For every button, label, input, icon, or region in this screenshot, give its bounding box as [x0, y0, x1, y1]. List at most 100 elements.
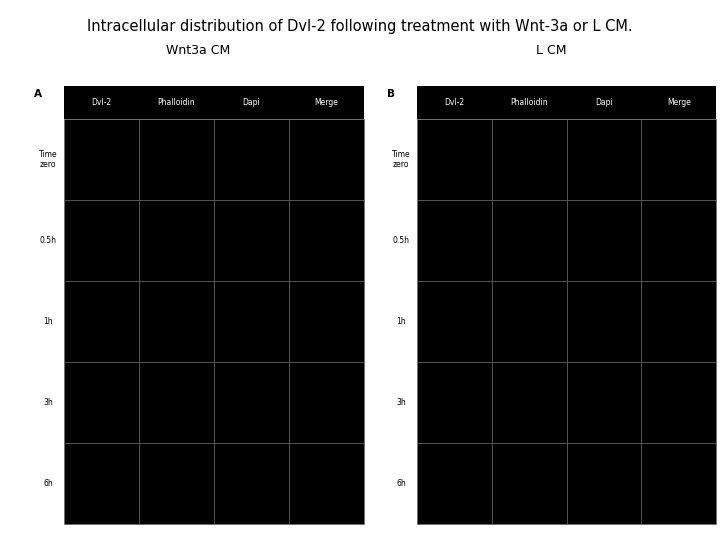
Ellipse shape — [454, 237, 459, 243]
Text: Dvl-2: Dvl-2 — [91, 98, 112, 107]
Ellipse shape — [228, 302, 269, 341]
Ellipse shape — [161, 232, 179, 258]
Ellipse shape — [260, 224, 271, 234]
Ellipse shape — [246, 161, 255, 170]
Ellipse shape — [676, 226, 683, 233]
Ellipse shape — [580, 299, 621, 339]
Ellipse shape — [580, 230, 590, 241]
Ellipse shape — [105, 248, 111, 254]
Ellipse shape — [585, 305, 615, 333]
Ellipse shape — [582, 472, 604, 494]
Ellipse shape — [590, 309, 611, 329]
Ellipse shape — [654, 389, 694, 423]
Ellipse shape — [101, 388, 109, 393]
Ellipse shape — [658, 303, 696, 343]
Text: Time
zero: Time zero — [392, 150, 410, 170]
Text: Dapi: Dapi — [243, 98, 260, 107]
Ellipse shape — [690, 227, 701, 238]
Text: L CM: L CM — [536, 44, 566, 57]
Ellipse shape — [315, 246, 336, 267]
Ellipse shape — [659, 461, 685, 512]
Ellipse shape — [318, 395, 345, 421]
Ellipse shape — [530, 461, 546, 497]
Ellipse shape — [300, 382, 335, 413]
Ellipse shape — [683, 474, 693, 484]
Ellipse shape — [321, 145, 341, 164]
Ellipse shape — [517, 231, 536, 256]
Ellipse shape — [304, 297, 342, 337]
Ellipse shape — [514, 459, 544, 508]
Ellipse shape — [651, 224, 673, 245]
Ellipse shape — [246, 395, 265, 413]
Ellipse shape — [330, 477, 346, 492]
Ellipse shape — [426, 401, 440, 409]
Ellipse shape — [333, 479, 344, 490]
Text: Time
zero: Time zero — [39, 150, 58, 170]
Ellipse shape — [150, 303, 188, 343]
Ellipse shape — [300, 386, 341, 420]
Ellipse shape — [680, 228, 688, 235]
Circle shape — [664, 150, 675, 161]
Ellipse shape — [254, 219, 276, 240]
Ellipse shape — [226, 230, 237, 240]
Ellipse shape — [593, 312, 607, 326]
Ellipse shape — [318, 234, 331, 252]
Text: 3h: 3h — [396, 398, 406, 407]
Ellipse shape — [301, 231, 316, 246]
Ellipse shape — [324, 316, 338, 330]
Text: Dvl-2: Dvl-2 — [444, 98, 464, 107]
Ellipse shape — [328, 474, 349, 495]
Ellipse shape — [78, 297, 115, 335]
Ellipse shape — [585, 475, 601, 490]
Ellipse shape — [665, 404, 674, 410]
Ellipse shape — [588, 477, 598, 488]
Ellipse shape — [310, 304, 352, 343]
Ellipse shape — [156, 386, 186, 410]
Ellipse shape — [222, 464, 253, 494]
Ellipse shape — [326, 214, 357, 244]
Text: Dapi: Dapi — [595, 98, 613, 107]
Ellipse shape — [655, 399, 660, 411]
Ellipse shape — [675, 156, 685, 165]
Ellipse shape — [657, 481, 668, 491]
Ellipse shape — [657, 308, 683, 334]
Ellipse shape — [444, 234, 452, 240]
Ellipse shape — [611, 219, 632, 240]
Ellipse shape — [258, 222, 273, 237]
Ellipse shape — [680, 471, 696, 486]
Ellipse shape — [305, 244, 312, 250]
Ellipse shape — [310, 242, 341, 271]
Ellipse shape — [305, 481, 321, 495]
Ellipse shape — [654, 227, 670, 241]
Text: 3h: 3h — [43, 398, 53, 407]
Ellipse shape — [232, 474, 243, 484]
Ellipse shape — [243, 245, 258, 260]
Ellipse shape — [239, 242, 261, 263]
Ellipse shape — [244, 159, 257, 172]
Ellipse shape — [665, 380, 702, 415]
Ellipse shape — [507, 381, 547, 415]
Ellipse shape — [310, 303, 336, 331]
Ellipse shape — [520, 235, 533, 253]
Ellipse shape — [323, 399, 341, 417]
Ellipse shape — [662, 301, 703, 340]
Text: B: B — [387, 89, 395, 99]
Ellipse shape — [310, 409, 319, 414]
Ellipse shape — [83, 384, 91, 394]
Ellipse shape — [334, 221, 349, 237]
Circle shape — [521, 154, 530, 164]
Ellipse shape — [241, 157, 260, 175]
Ellipse shape — [598, 248, 613, 264]
Ellipse shape — [313, 390, 350, 426]
Text: 6h: 6h — [43, 479, 53, 488]
Ellipse shape — [305, 391, 335, 415]
Circle shape — [446, 160, 451, 165]
Ellipse shape — [613, 222, 629, 237]
Ellipse shape — [657, 228, 667, 239]
Ellipse shape — [667, 307, 697, 335]
Ellipse shape — [321, 314, 341, 333]
Ellipse shape — [216, 220, 247, 249]
Ellipse shape — [321, 460, 336, 496]
Ellipse shape — [427, 399, 435, 407]
Ellipse shape — [237, 386, 274, 422]
